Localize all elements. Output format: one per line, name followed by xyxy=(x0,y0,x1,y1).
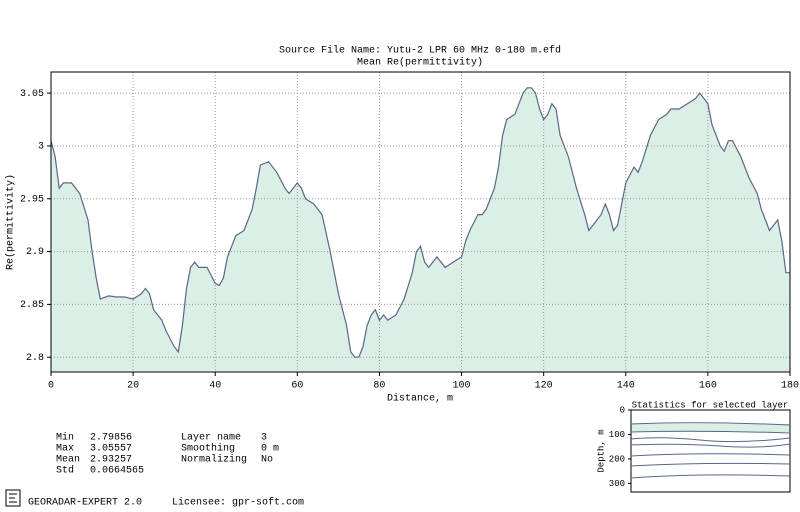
plot: 2.8 2.85 2.9 2.95 3 3.05 0 20 40 60 80 100 120 140 160… xyxy=(20,71,799,392)
inset-chart: Statistics for selected layer Depth, m 0… xyxy=(596,400,791,493)
setting-value: 3 xyxy=(261,433,267,444)
licensee: Licensee: gpr-soft.com xyxy=(172,497,304,509)
y-tick-label: 2.95 xyxy=(20,194,44,205)
x-tick-label: 0 xyxy=(48,381,54,392)
y-tick-label: 3 xyxy=(38,142,44,153)
stats-panel: Min 2.79856 Max 3.05557 Mean 2.93257 Std 0.0664… xyxy=(56,432,279,477)
inset-y-tick-label: 0 xyxy=(620,405,625,415)
line xyxy=(50,87,790,358)
stat-label: Min xyxy=(56,432,74,444)
stat-label: Std xyxy=(56,465,74,477)
x-tick-label: 140 xyxy=(617,381,635,392)
x-tick-label: 160 xyxy=(699,381,717,392)
chart-subtitle: Mean Re(permittivity) xyxy=(357,57,483,69)
setting-value: 0 m xyxy=(261,444,279,455)
layer-line xyxy=(630,453,791,457)
x-tick-label: 100 xyxy=(453,381,471,392)
y-tick-label: 2.9 xyxy=(26,247,44,258)
app-name: GEORADAR-EXPERT 2.0 xyxy=(28,498,142,509)
plot-frame xyxy=(50,71,791,373)
stat-value: 0.0664565 xyxy=(90,466,144,477)
x-tick-label: 60 xyxy=(291,381,303,392)
chart-title: Source File Name: Yutu-2 LPR 60 MHz 0-18… xyxy=(279,45,561,57)
y-tick-label: 2.85 xyxy=(20,300,44,311)
inset-title: Statistics for selected layer xyxy=(632,400,789,410)
stat-label: Max xyxy=(56,444,74,455)
inset-y-tick-label: 200 xyxy=(609,454,625,464)
selected-layer xyxy=(631,424,790,432)
x-axis-label: Distance, m xyxy=(387,393,453,405)
layer-line xyxy=(630,422,791,426)
inset-y-tick-label: 100 xyxy=(609,430,625,440)
stat-label: Mean xyxy=(56,455,80,466)
x-tick-label: 120 xyxy=(535,381,553,392)
logo xyxy=(5,489,21,507)
x-tick-label: 80 xyxy=(373,381,385,392)
inset-frame xyxy=(630,409,791,493)
setting-label: Layer name xyxy=(181,433,241,444)
logo-glyph xyxy=(9,493,17,503)
inset-y-label: Depth, m xyxy=(596,429,606,472)
layer-line xyxy=(630,430,791,434)
layer-line xyxy=(630,474,791,479)
x-tick-label: 20 xyxy=(127,381,139,392)
y-tick-label: 2.8 xyxy=(26,353,44,364)
stat-value: 2.79856 xyxy=(90,433,132,444)
x-tick-label: 40 xyxy=(209,381,221,392)
y-tick-label: 3.05 xyxy=(20,89,44,100)
setting-label: Smoothing xyxy=(181,443,235,455)
layer-line xyxy=(630,437,791,443)
x-tick-label: 180 xyxy=(781,381,799,392)
y-axis-label: Re(permittivity) xyxy=(5,174,17,270)
area xyxy=(51,87,790,373)
setting-value: No xyxy=(261,455,273,466)
stat-value: 3.05557 xyxy=(90,444,132,455)
layer-line xyxy=(630,462,791,467)
stat-value: 2.93257 xyxy=(90,455,132,466)
layer-line xyxy=(630,443,791,448)
inset-y-tick-label: 300 xyxy=(609,479,625,489)
setting-label: Normalizing xyxy=(181,454,247,466)
